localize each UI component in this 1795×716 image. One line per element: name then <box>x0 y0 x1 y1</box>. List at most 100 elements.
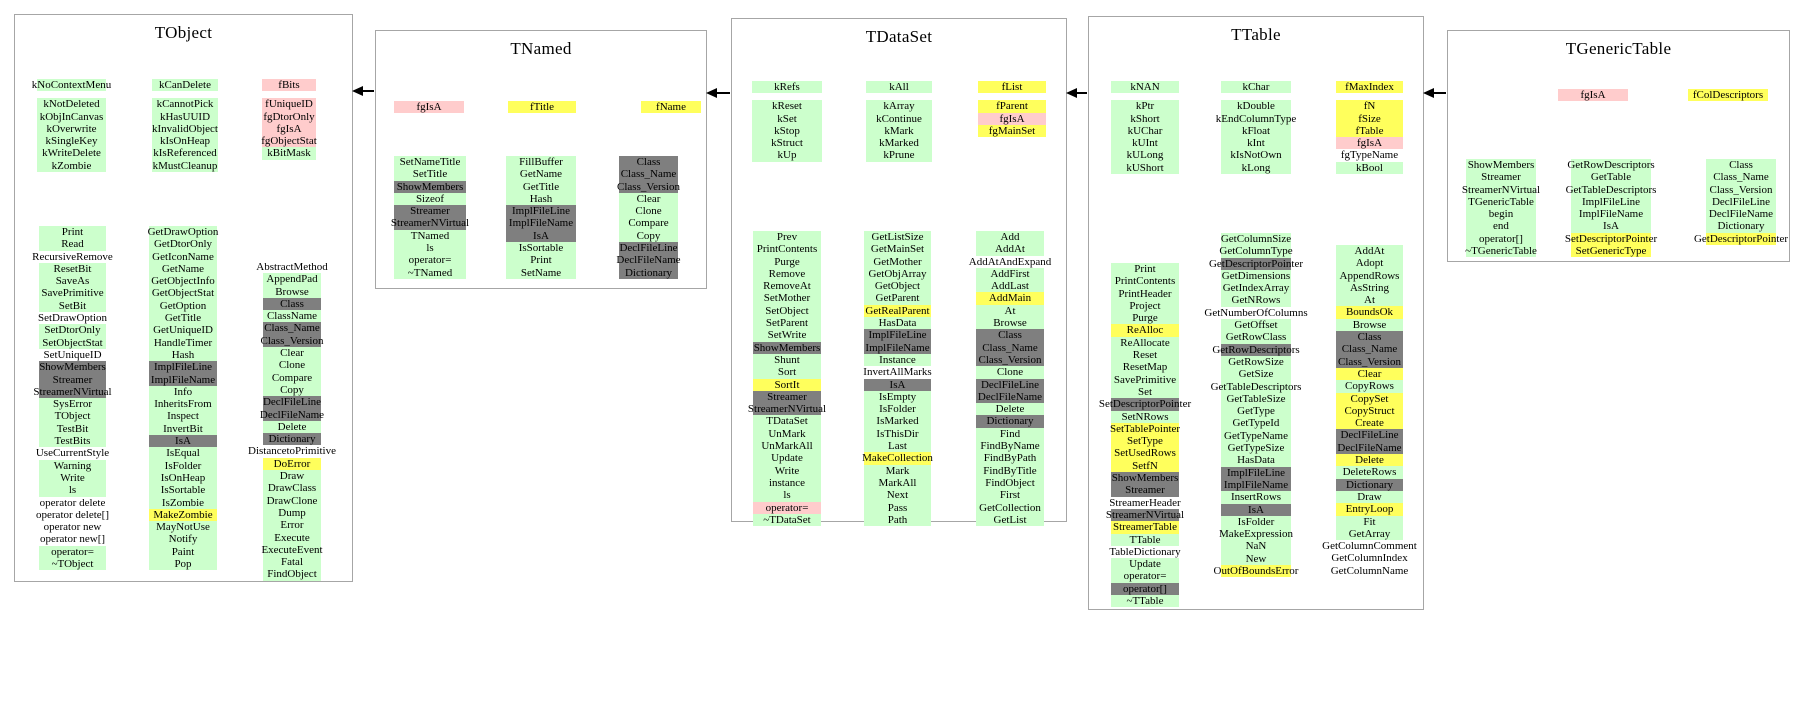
member-item[interactable]: New <box>1221 552 1291 566</box>
member-item[interactable]: Write <box>753 464 821 477</box>
member-item[interactable]: fN <box>1336 100 1403 113</box>
member-item[interactable]: SysError <box>39 398 106 411</box>
member-item[interactable]: Dictionary <box>619 266 678 279</box>
member-item[interactable]: OutOfBoundsError <box>1214 565 1298 578</box>
member-item[interactable]: Class_Name <box>1336 343 1403 356</box>
member-item[interactable]: Clear <box>619 192 678 206</box>
member-item[interactable]: DeclFileLine <box>263 396 321 409</box>
member-item[interactable]: Sort <box>753 366 821 379</box>
member-item[interactable]: Streamer <box>1111 484 1179 497</box>
member-item[interactable]: Warning <box>39 459 106 472</box>
member-item[interactable]: PrintContents <box>753 243 821 256</box>
member-item[interactable]: SaveAs <box>39 275 106 288</box>
member-item[interactable]: fList <box>978 81 1046 94</box>
member-item[interactable]: GetIconName <box>149 250 217 263</box>
member-item[interactable]: TNamed <box>394 229 466 243</box>
member-item[interactable]: ExecuteEvent <box>261 543 323 557</box>
member-item[interactable]: kInt <box>1221 137 1291 150</box>
member-item[interactable]: Delete <box>976 403 1044 416</box>
member-item[interactable]: kUShort <box>1111 161 1179 175</box>
member-item[interactable]: Prev <box>753 231 821 244</box>
member-item[interactable]: Adopt <box>1336 257 1403 270</box>
member-item[interactable]: CopySet <box>1336 392 1403 405</box>
member-item[interactable]: Purge <box>1111 312 1179 325</box>
member-item[interactable]: StreamerNVirtual <box>1106 508 1184 522</box>
member-item[interactable]: Class_Version <box>617 180 680 193</box>
class-title[interactable]: TDataSet <box>865 27 933 46</box>
member-item[interactable]: GetDescriptorPointer <box>1209 257 1303 270</box>
member-item[interactable]: InsertRows <box>1221 491 1291 504</box>
class-title[interactable]: TTable <box>1231 25 1281 44</box>
member-item[interactable]: kReset <box>752 100 822 113</box>
member-item[interactable]: Streamer <box>1466 171 1536 184</box>
member-item[interactable]: operator= <box>1111 570 1179 583</box>
member-item[interactable]: kZombie <box>37 159 106 173</box>
member-item[interactable]: Dump <box>263 506 321 520</box>
member-item[interactable]: ImplFileName <box>864 341 931 354</box>
member-item[interactable]: SetTablePointer <box>1110 422 1180 436</box>
member-item[interactable]: Execute <box>263 531 321 544</box>
member-item[interactable]: kChar <box>1221 81 1291 94</box>
member-item[interactable]: EntryLoop <box>1336 503 1403 516</box>
member-item[interactable]: Mark <box>864 464 931 477</box>
member-item[interactable]: StreamerNVirtual <box>748 403 826 416</box>
member-item[interactable]: GetName <box>506 168 576 181</box>
member-item[interactable]: SetName <box>506 266 576 279</box>
member-item[interactable]: FindByName <box>976 440 1044 453</box>
member-item[interactable]: SetObject <box>753 304 821 318</box>
member-item[interactable]: AddLast <box>976 280 1044 293</box>
member-item[interactable]: Path <box>864 513 931 527</box>
member-item[interactable]: Browse <box>976 317 1044 330</box>
member-item[interactable]: GetTypeName <box>1221 429 1291 443</box>
member-item[interactable]: AbstractMethod <box>256 261 327 273</box>
member-item[interactable]: Sizeof <box>394 192 466 206</box>
member-item[interactable]: SetGenericType <box>1571 245 1651 258</box>
member-item[interactable]: GetColumnIndex <box>1331 552 1407 564</box>
member-item[interactable]: operator new[] <box>39 533 106 545</box>
member-item[interactable]: CopyStruct <box>1336 404 1403 418</box>
member-item[interactable]: TestBit <box>39 422 106 436</box>
member-item[interactable]: Notify <box>149 533 217 546</box>
member-item[interactable]: fParent <box>978 100 1046 113</box>
member-item[interactable]: TDataSet <box>753 415 821 428</box>
member-item[interactable]: DeleteRows <box>1336 466 1403 479</box>
member-item[interactable]: Clear <box>263 347 321 360</box>
member-item[interactable]: GetObjectInfo <box>149 275 217 288</box>
member-item[interactable]: FindObject <box>976 476 1044 490</box>
class-title[interactable]: TNamed <box>510 39 572 58</box>
member-item[interactable]: StreamerNVirtual <box>33 385 112 399</box>
member-item[interactable]: GetDtorOnly <box>149 238 217 251</box>
member-item[interactable]: fgIsA <box>1558 89 1628 102</box>
member-item[interactable]: Fatal <box>263 556 321 569</box>
member-item[interactable]: SetDescriptorPointer <box>1099 398 1191 411</box>
member-item[interactable]: HandleTimer <box>149 336 217 349</box>
member-item[interactable]: GetIndexArray <box>1221 282 1291 295</box>
member-item[interactable]: ShowMembers <box>1111 472 1179 485</box>
member-item[interactable]: ImplFileLine <box>1571 195 1651 209</box>
member-item[interactable]: GetType <box>1221 405 1291 418</box>
member-item[interactable]: Remove <box>753 267 821 281</box>
member-item[interactable]: ImplFileLine <box>149 361 217 374</box>
member-item[interactable]: RemoveAt <box>753 280 821 293</box>
member-item[interactable]: GetDescriptorPointer <box>1694 232 1788 246</box>
member-item[interactable]: GetTypeSize <box>1221 442 1291 455</box>
member-item[interactable]: Class <box>619 156 678 169</box>
member-item[interactable]: Update <box>1111 558 1179 571</box>
member-item[interactable]: operator= <box>753 501 821 514</box>
member-item[interactable]: kIsReferenced <box>152 147 218 160</box>
member-item[interactable]: kStruct <box>752 137 822 150</box>
member-item[interactable]: MayNotUse <box>149 521 217 534</box>
member-item[interactable]: Project <box>1111 299 1179 313</box>
member-item[interactable]: Browse <box>1336 318 1403 332</box>
member-item[interactable]: Compare <box>619 217 678 230</box>
member-item[interactable]: ResetBit <box>39 262 106 276</box>
member-item[interactable]: DistancetoPrimitive <box>248 445 336 457</box>
member-item[interactable]: IsEqual <box>149 447 217 460</box>
member-item[interactable]: Streamer <box>39 373 106 386</box>
member-item[interactable]: kDouble <box>1221 100 1291 113</box>
member-item[interactable]: GetTableSize <box>1221 392 1291 406</box>
member-item[interactable]: SetObjectStat <box>39 336 106 349</box>
member-item[interactable]: Set <box>1111 385 1179 399</box>
member-item[interactable]: kCannotPick <box>152 98 218 111</box>
member-item[interactable]: HasData <box>864 317 931 330</box>
